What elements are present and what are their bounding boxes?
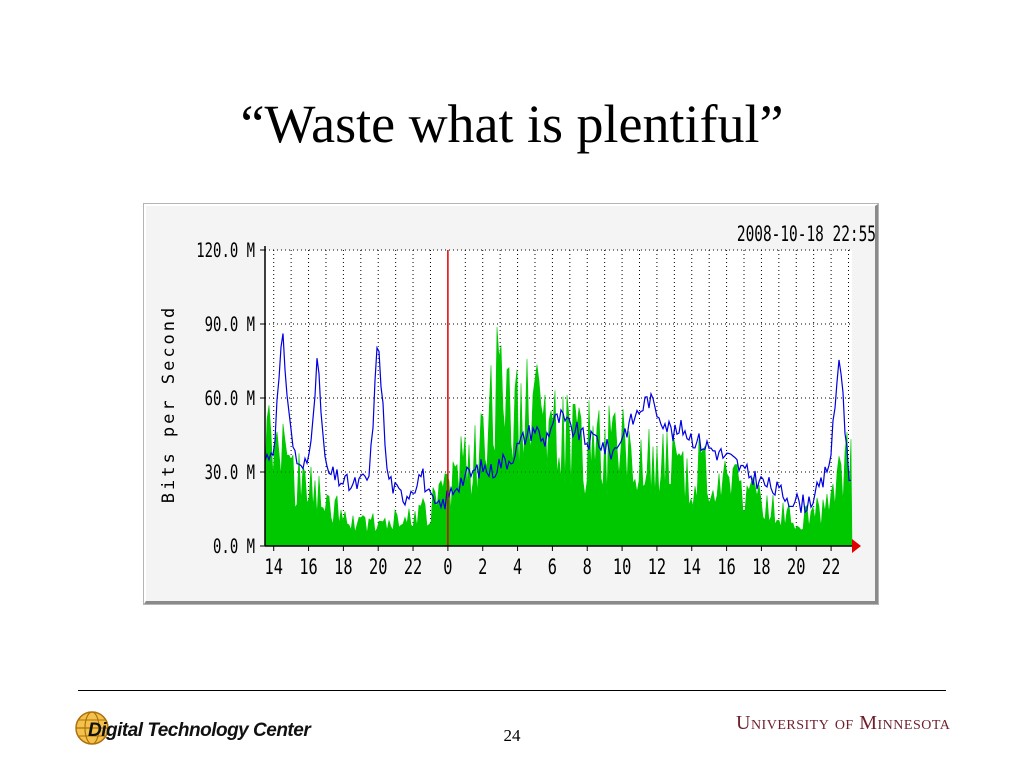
x-tick-label: 22 <box>404 556 422 580</box>
x-tick-label: 16 <box>717 556 735 580</box>
x-axis-arrow <box>852 539 861 553</box>
x-tick-label: 2 <box>478 556 487 580</box>
in-traffic-area <box>264 326 853 547</box>
x-tick-label: 22 <box>822 556 840 580</box>
traffic-chart-frame: 0.0 M 30.0 M 60.0 M 90.0 M 120.0 M 14 16 18 20 22… <box>144 204 878 604</box>
page-number: 24 <box>503 726 521 745</box>
x-tick-label: 12 <box>648 556 666 580</box>
y-axis-label: Bits per Second <box>159 305 179 504</box>
y-tick-label: 90.0 M <box>205 314 255 337</box>
x-tick-label: 0 <box>443 556 452 580</box>
chart-axes <box>260 246 861 553</box>
x-tick-label: 6 <box>548 556 557 580</box>
x-tick-label: 16 <box>299 556 317 580</box>
footer-divider <box>78 690 946 691</box>
x-tick-label: 20 <box>369 556 387 580</box>
chart-timestamp: 2008-10-18 22:55 <box>737 222 876 247</box>
footer-logo-left: Digital Technology Center <box>74 708 334 748</box>
in-traffic-layer <box>264 326 853 547</box>
x-tick-label: 4 <box>513 556 522 580</box>
out-traffic-layer <box>264 333 852 514</box>
x-tick-label: 20 <box>787 556 805 580</box>
footer-left-text: Digital Technology Center <box>88 720 311 741</box>
footer-right-logo: University of Minnesota <box>736 712 951 734</box>
y-tick-label: 120.0 M <box>196 240 255 263</box>
y-tick-label: 0.0 M <box>213 536 255 559</box>
x-tick-label: 18 <box>334 556 352 580</box>
x-tick-label: 14 <box>683 556 701 580</box>
x-tick-label: 8 <box>583 556 592 580</box>
x-tick-label: 14 <box>265 556 283 580</box>
y-tick-label: 30.0 M <box>205 462 255 485</box>
globe-icon <box>75 711 109 745</box>
x-tick-label: 10 <box>613 556 631 580</box>
out-traffic-line <box>264 333 852 514</box>
slide-title: “Waste what is plentiful” <box>240 94 784 154</box>
x-tick-label: 18 <box>752 556 770 580</box>
y-tick-label: 60.0 M <box>205 388 255 411</box>
